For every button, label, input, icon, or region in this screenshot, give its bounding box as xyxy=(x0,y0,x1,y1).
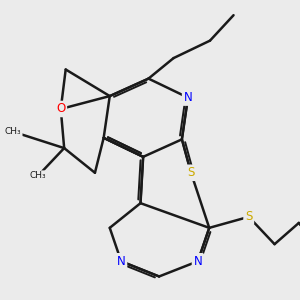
Text: S: S xyxy=(245,210,252,223)
Text: S: S xyxy=(187,166,195,179)
Text: CH₃: CH₃ xyxy=(30,171,46,180)
Text: N: N xyxy=(184,91,192,104)
Text: N: N xyxy=(117,255,125,268)
Text: N: N xyxy=(194,255,202,268)
Text: O: O xyxy=(56,103,65,116)
Text: CH₃: CH₃ xyxy=(5,127,22,136)
